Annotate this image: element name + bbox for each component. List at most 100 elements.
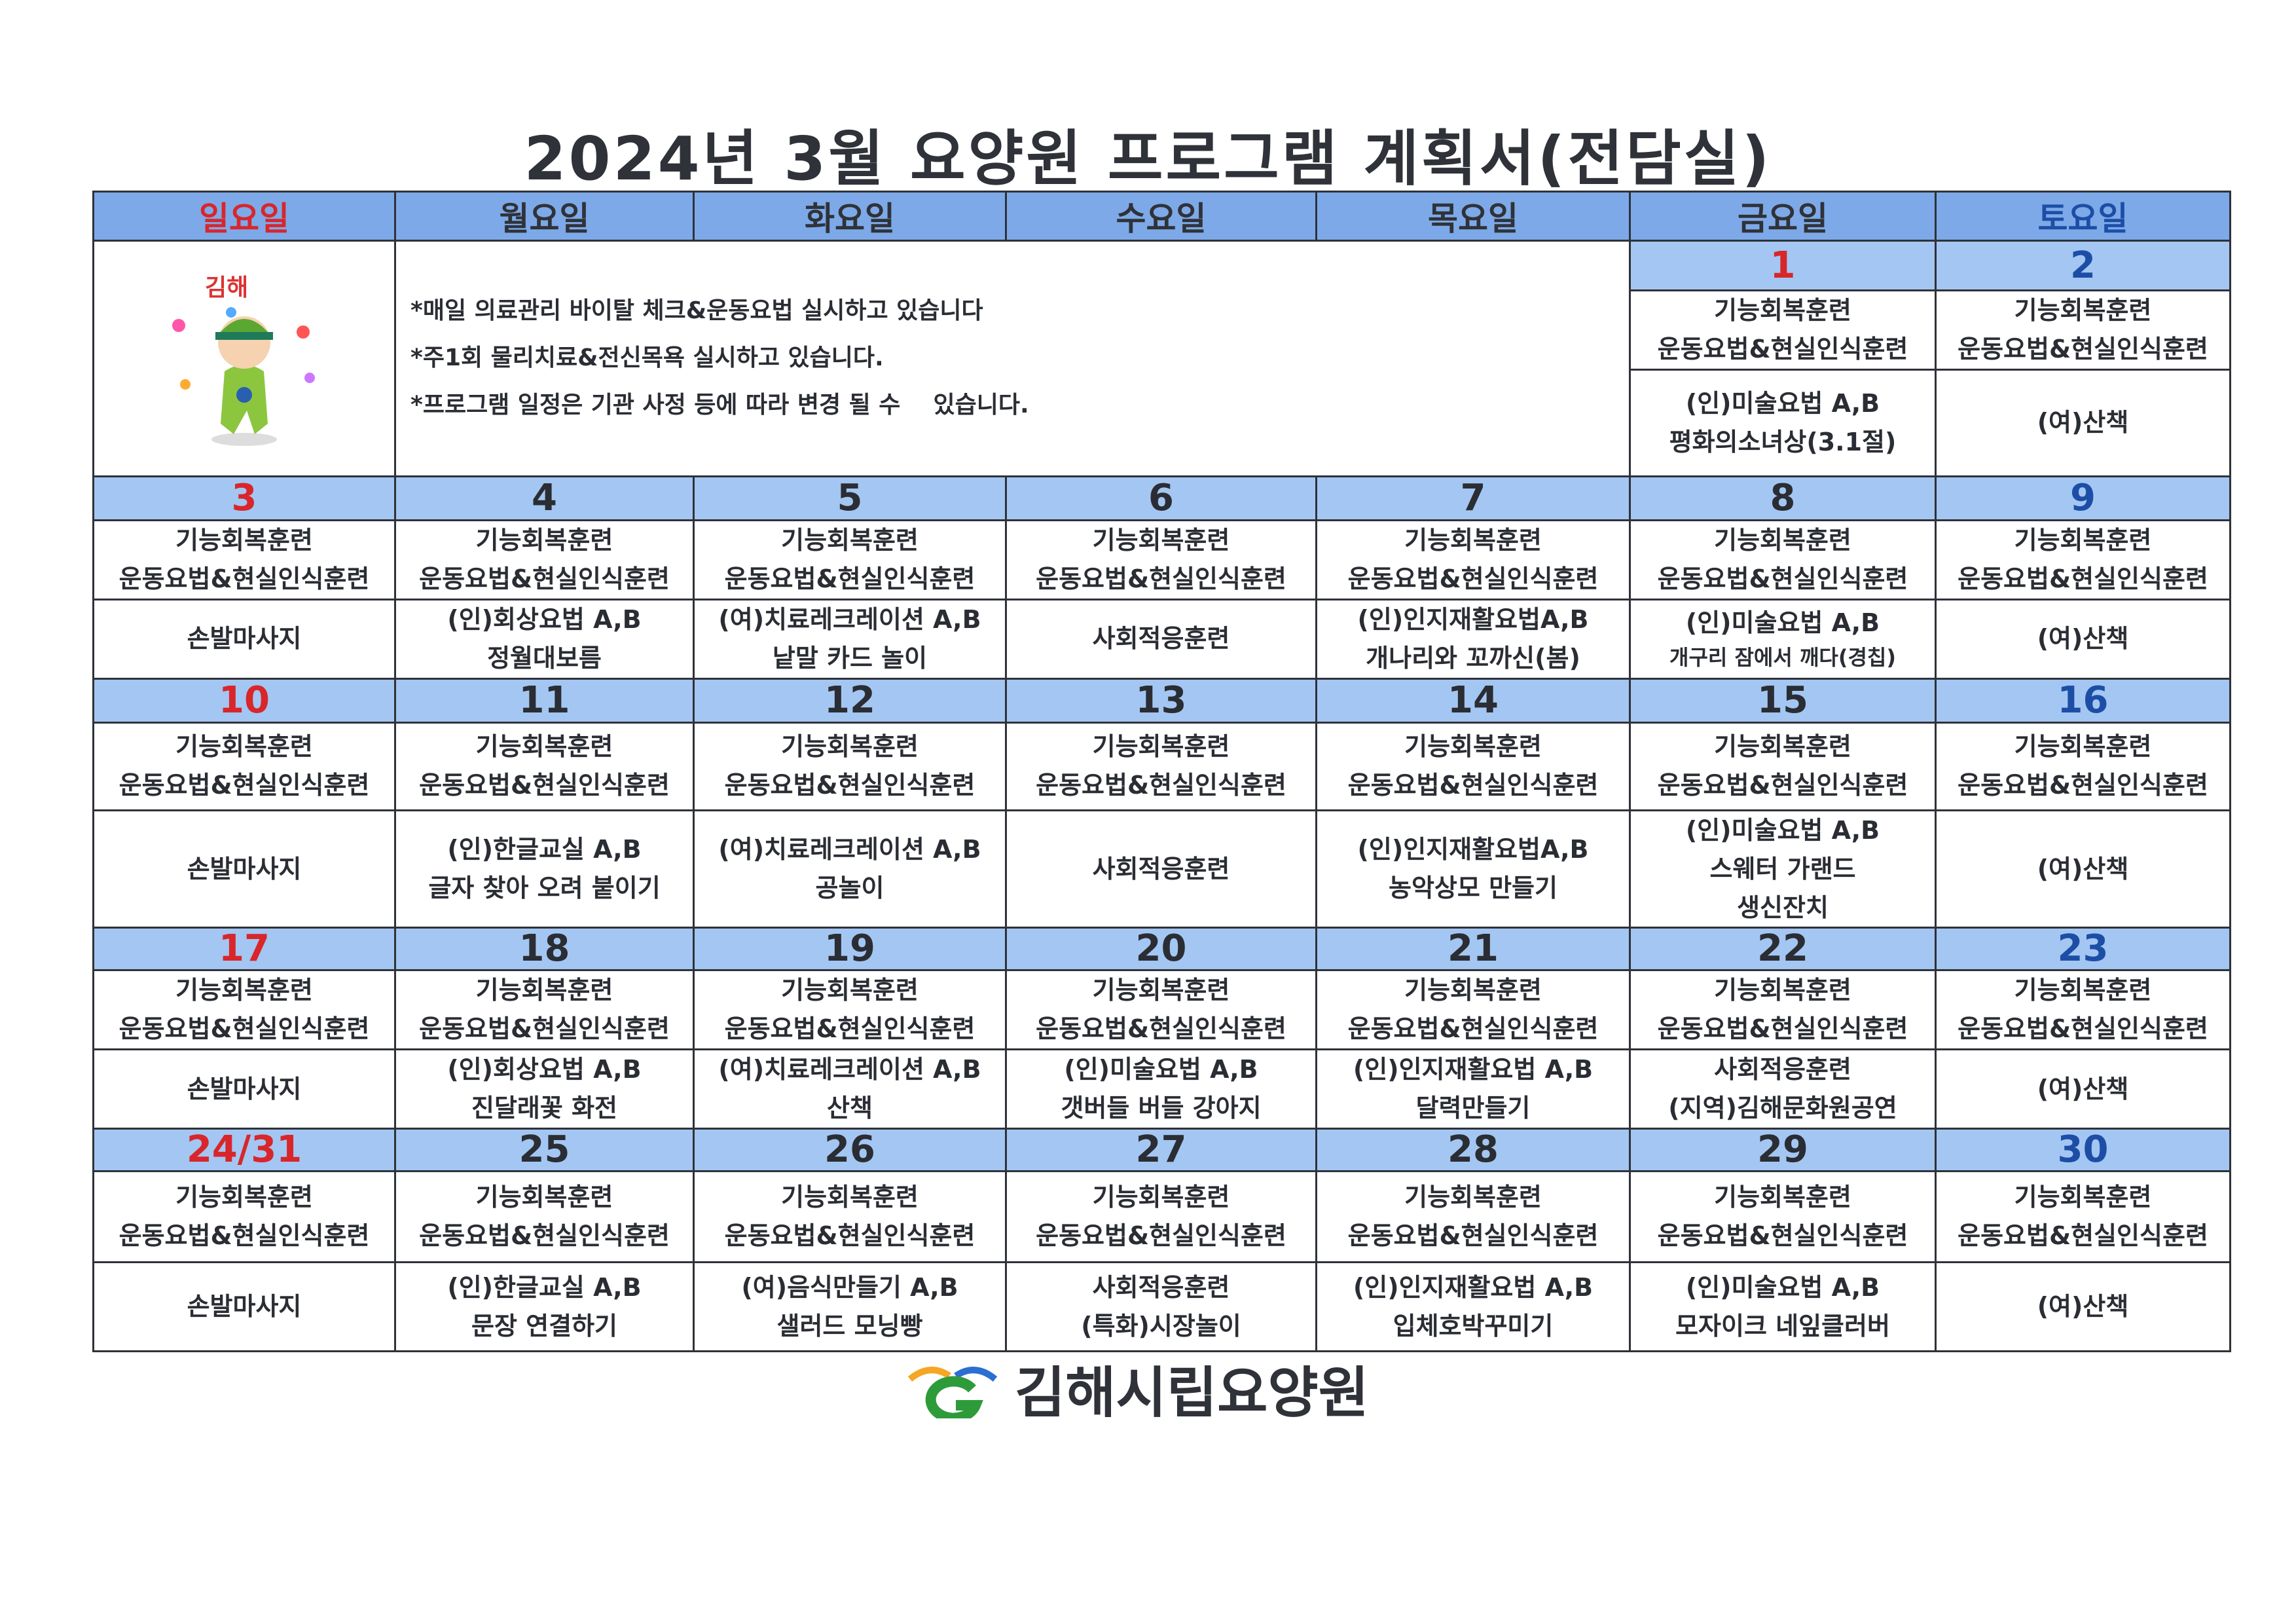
activity2-cell: (여)치료레크레이션 A,B 낱말 카드 놀이 — [693, 598, 1007, 680]
activity2-cell: (인)인지재활요법A,B 개나리와 꼬까신(봄) — [1315, 598, 1631, 680]
weekday-header-row: 일요일 월요일 화요일 수요일 목요일 금요일 토요일 — [92, 191, 2231, 242]
activity-line: 기능회복훈련 — [475, 1183, 613, 1212]
week-row-activity1: 기능회복훈련 운동요법&현실인식훈련 기능회복훈련 운동요법&현실인식훈련 기능회복훈련… — [92, 519, 2231, 600]
org-name: 김해시립요양원 — [1015, 1361, 1369, 1425]
date-cell-25: 25 — [394, 1128, 695, 1173]
notice-line: *프로그램 일정은 기관 사정 등에 따라 변경 될 수 있습니다. — [410, 392, 1029, 419]
activity-line: (인)미술요법 A,B — [1685, 1272, 1880, 1302]
activity-line: 기능회복훈련 — [175, 732, 313, 762]
activity2-cell: 손발마사지 — [92, 1261, 396, 1353]
activity-line: 운동요법&현실인식훈련 — [1657, 771, 1908, 800]
activity1-cell: 기능회복훈련 운동요법&현실인식훈련 — [1629, 969, 1937, 1051]
activity2-cell: 손발마사지 — [92, 809, 396, 929]
activity1-cell: 기능회복훈련 운동요법&현실인식훈련 — [1935, 1170, 2231, 1264]
activity2-cell: (인)회상요법 A,B 정월대보름 — [394, 598, 695, 680]
activity2-cell: (인)미술요법 A,B 개구리 잠에서 깨다(경칩) — [1629, 598, 1937, 680]
activity1-cell: 기능회복훈련 운동요법&현실인식훈련 — [92, 969, 396, 1051]
week-row-date: 17 18 19 20 21 22 23 — [92, 927, 2231, 972]
activity-line: 기능회복훈련 — [1092, 732, 1230, 762]
activity-line: 운동요법&현실인식훈련 — [1036, 564, 1286, 593]
activity-line: 운동요법&현실인식훈련 — [419, 564, 670, 593]
date-cell-19: 19 — [693, 927, 1007, 972]
week-row-activity1: 기능회복훈련 운동요법&현실인식훈련 기능회복훈련 운동요법&현실인식훈련 기능회복훈련… — [92, 721, 2231, 811]
activity-line: (여)산책 — [2037, 854, 2129, 883]
activity-line: (인)회상요법 A,B — [447, 604, 642, 634]
activity2-cell: (인)미술요법 A,B 갯버들 버들 강아지 — [1005, 1048, 1317, 1130]
activity-line: 기능회복훈련 — [1714, 1183, 1851, 1212]
activity2-cell: (여)치료레크레이션 A,B 산책 — [693, 1048, 1007, 1130]
activity1-cell: 기능회복훈련 운동요법&현실인식훈련 — [394, 721, 695, 811]
activity2-cell: 사회적응훈련 — [1005, 598, 1317, 680]
date-cell-13: 13 — [1005, 677, 1317, 724]
program-calendar: 일요일 월요일 화요일 수요일 목요일 금요일 토요일 김해 — [92, 191, 2231, 1353]
activity2-cell: (인)인지재활요법 A,B 달력만들기 — [1315, 1048, 1631, 1130]
activity-line: 운동요법&현실인식훈련 — [1958, 334, 2208, 363]
activity1-cell: 기능회복훈련 운동요법&현실인식훈련 — [1005, 969, 1317, 1051]
mascot-illustration-icon: 김해 — [172, 274, 315, 447]
activity-line: 기능회복훈련 — [781, 976, 919, 1005]
activity-line: (인)인지재활요법A,B — [1357, 604, 1589, 634]
activity-line: 운동요법&현실인식훈련 — [724, 564, 975, 593]
activity-line: 기능회복훈련 — [781, 1183, 919, 1212]
week-row-date: 24/31 25 26 27 28 29 30 — [92, 1128, 2231, 1173]
activity1-cell: 기능회복훈련 운동요법&현실인식훈련 — [1629, 1170, 1937, 1264]
date-cell-18: 18 — [394, 927, 695, 972]
week-row-activity2: 손발마사지 (인)회상요법 A,B 진달래꽃 화전 (여)치료레크레이션 A,B 산책(… — [92, 1048, 2231, 1130]
activity1-cell: 기능회복훈련 운동요법&현실인식훈련 — [693, 721, 1007, 811]
footer-logo: 김해시립요양원 — [903, 1349, 1369, 1428]
activity-line: (인)미술요법 A,B — [1685, 815, 1880, 845]
week-row-date: 김해 *매일 의료관리 바이탈 체크&운동요법 실시하고 있습니다 *주1회 물… — [92, 240, 2231, 477]
activity-line: (인)회상요법 A,B — [447, 1055, 642, 1084]
mascot-logo-text: 김해 — [205, 274, 248, 301]
activity-line: 운동요법&현실인식훈련 — [1036, 771, 1286, 800]
activity-line: 기능회복훈련 — [175, 525, 313, 555]
activity1-cell: 기능회복훈련 운동요법&현실인식훈련 — [1629, 519, 1937, 600]
activity1-cell: 기능회복훈련 운동요법&현실인식훈련 — [394, 969, 695, 1051]
date-cell-12: 12 — [693, 677, 1007, 724]
activity2-cell: (여)산책 — [1935, 1261, 2231, 1353]
activity-line: 운동요법&현실인식훈련 — [118, 1014, 370, 1044]
date-cell-22: 22 — [1629, 927, 1937, 972]
activity-line: (지역)김해문화원공연 — [1668, 1094, 1897, 1123]
activity-line: (인)한글교실 A,B — [447, 1272, 642, 1302]
activity1-cell: 기능회복훈련 운동요법&현실인식훈련 — [1935, 969, 2231, 1051]
notice-cell: *매일 의료관리 바이탈 체크&운동요법 실시하고 있습니다 *주1회 물리치료… — [394, 240, 1631, 477]
activity2-cell: 사회적응훈련 — [1005, 809, 1317, 929]
activity-line: 운동요법&현실인식훈련 — [1958, 1221, 2208, 1251]
date-cell-14: 14 — [1315, 677, 1631, 724]
activity1-cell: 기능회복훈련 운동요법&현실인식훈련 — [1315, 519, 1631, 600]
activity2-cell: 사회적응훈련 (지역)김해문화원공연 — [1629, 1048, 1937, 1130]
activity2-cell: 손발마사지 — [92, 598, 396, 680]
activity-line: 운동요법&현실인식훈련 — [1958, 771, 2208, 800]
activity-line: (인)미술요법 A,B — [1064, 1055, 1258, 1084]
activity2-cell: (여)산책 — [1935, 598, 2231, 680]
activity2-cell: (인)미술요법 A,B 스웨터 가랜드 생신잔치 — [1629, 809, 1937, 929]
activity-line: 운동요법&현실인식훈련 — [1036, 1014, 1286, 1044]
activity-line: 사회적응훈련 — [1092, 624, 1230, 654]
activity-line: 운동요법&현실인식훈련 — [1347, 771, 1599, 800]
activity-line: 기능회복훈련 — [1714, 976, 1851, 1005]
activity-line: 기능회복훈련 — [1404, 732, 1542, 762]
week-row-activity2: 손발마사지 (인)회상요법 A,B 정월대보름 (여)치료레크레이션 A,B 낱말 카드… — [92, 598, 2231, 680]
activity2-cell: (인)미술요법 A,B 평화의소녀상(3.1절) — [1629, 368, 1937, 477]
activity-line: 운동요법&현실인식훈련 — [724, 1221, 975, 1251]
activity-line: 스웨터 가랜드 — [1709, 854, 1856, 883]
activity-line: 사회적응훈련 — [1092, 1272, 1230, 1302]
activity-line: 운동요법&현실인식훈련 — [1347, 564, 1599, 593]
date-cell-2: 2 — [1935, 240, 2231, 291]
activity-line: 기능회복훈련 — [475, 525, 613, 555]
activity-line: 모자이크 네잎클러버 — [1675, 1311, 1890, 1340]
activity1-cell: 기능회복훈련 운동요법&현실인식훈련 — [394, 1170, 695, 1264]
activity-line: (인)인지재활요법 A,B — [1353, 1272, 1594, 1302]
weekday-header-5: 금요일 — [1629, 191, 1937, 242]
date-cell-15: 15 — [1629, 677, 1937, 724]
activity-line: 사회적응훈련 — [1092, 854, 1230, 883]
activity-line: 기능회복훈련 — [2014, 732, 2152, 762]
notice-line: *주1회 물리치료&전신목욕 실시하고 있습니다. — [410, 344, 884, 372]
activity-line: 문장 연결하기 — [471, 1311, 617, 1340]
activity2-cell: (인)회상요법 A,B 진달래꽃 화전 — [394, 1048, 695, 1130]
date-cell-28: 28 — [1315, 1128, 1631, 1173]
